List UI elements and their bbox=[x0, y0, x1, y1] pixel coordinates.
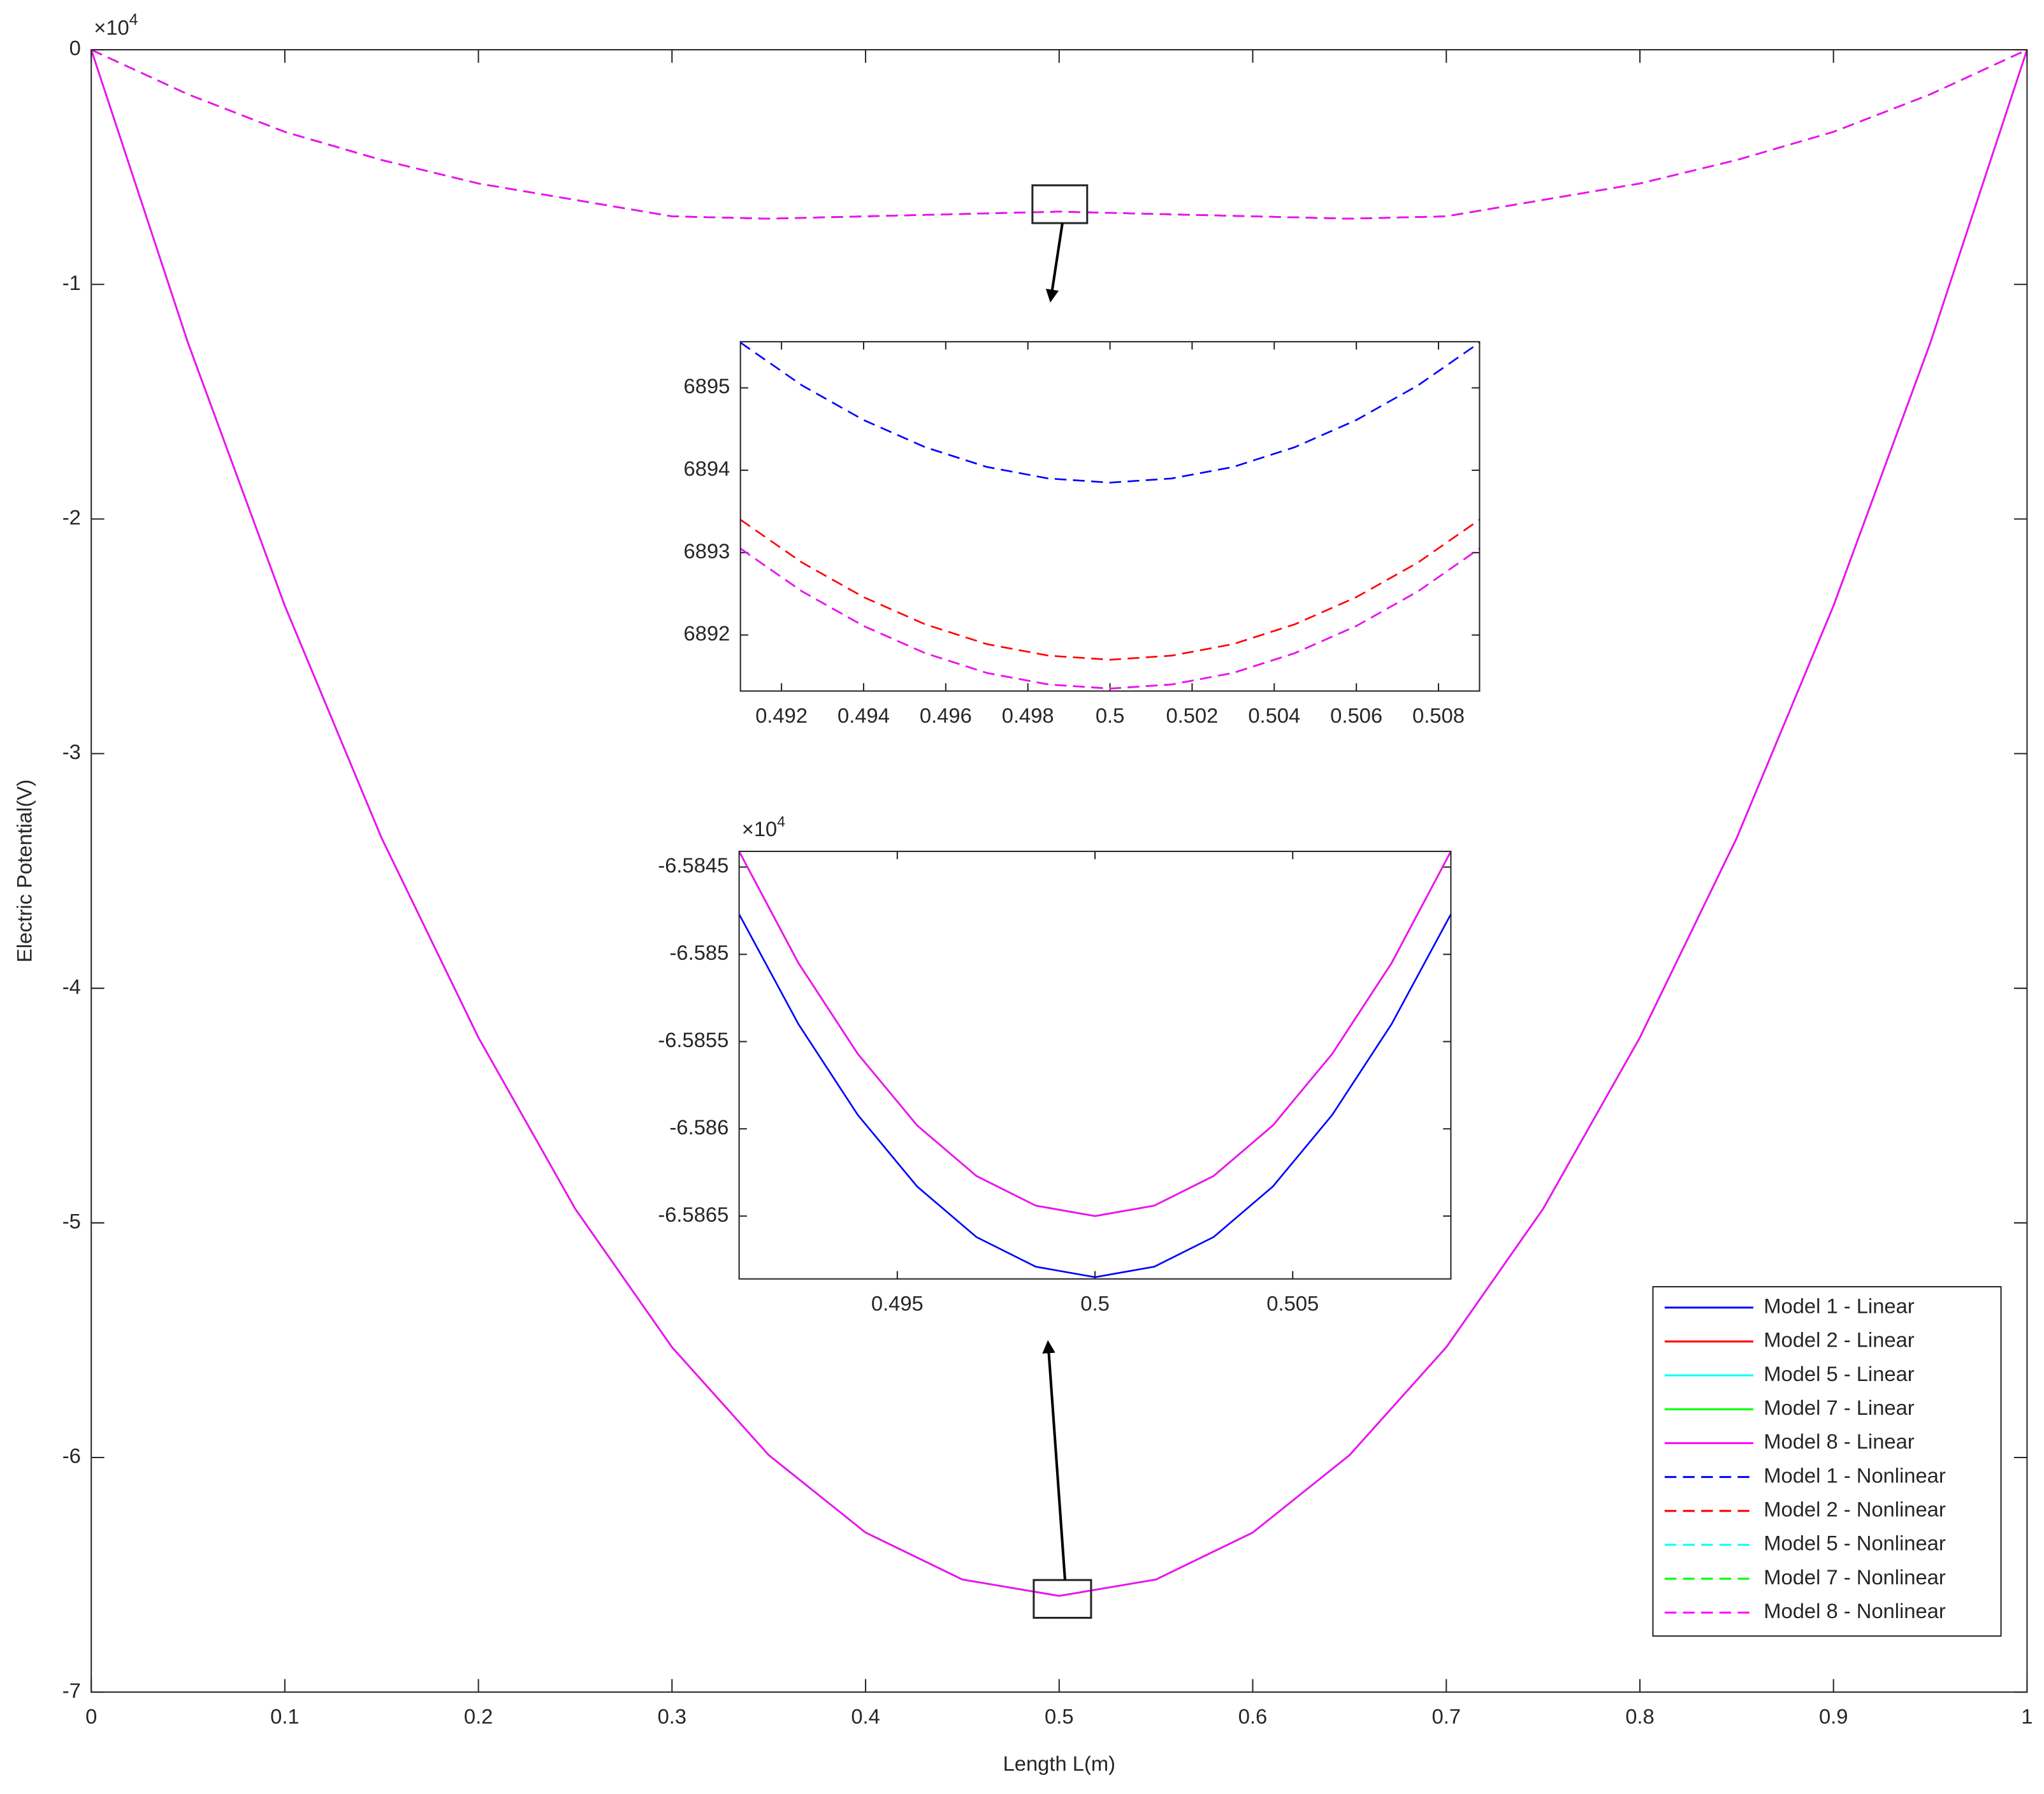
x-tick-label: 0.3 bbox=[658, 1705, 686, 1728]
axes-box bbox=[91, 49, 2028, 1693]
y-exponent-power: 4 bbox=[777, 813, 785, 830]
x-tick-label: 0.8 bbox=[1625, 1705, 1654, 1728]
y-tick-label: -6.5845 bbox=[658, 853, 728, 877]
y-tick-label: -4 bbox=[62, 974, 81, 998]
legend-label: Model 8 - Linear bbox=[1764, 1429, 1915, 1453]
legend-label: Model 5 - Linear bbox=[1764, 1362, 1915, 1385]
zoom-box bbox=[1033, 1579, 1092, 1619]
y-exponent: ×104 bbox=[94, 12, 138, 39]
x-tick-label: 0.494 bbox=[837, 704, 890, 727]
axes-box bbox=[739, 341, 1481, 692]
y-exponent-base: ×10 bbox=[742, 817, 778, 841]
x-tick-label: 0.9 bbox=[1819, 1705, 1848, 1728]
series-line bbox=[91, 50, 2027, 1597]
x-tick-label: 0.508 bbox=[1412, 704, 1465, 727]
series-line bbox=[739, 913, 1451, 1278]
axes: 0.495 0.5 0.505 -6.5845 -6.585 -6.5855 -6.586 -… bbox=[658, 813, 1452, 1315]
x-tick-label: 0.2 bbox=[464, 1705, 493, 1728]
series-line bbox=[740, 519, 1480, 661]
y-tick-label: -1 bbox=[62, 271, 81, 294]
x-tick-label: 1 bbox=[2021, 1705, 2033, 1728]
y-exponent: ×104 bbox=[742, 813, 786, 841]
legend: Model 1 - Linear Model 2 - Linear Model 5 … bbox=[1652, 1286, 2002, 1637]
y-tick-label: -3 bbox=[62, 740, 81, 763]
y-tick-label: 6895 bbox=[684, 374, 730, 398]
y-exponent-base: ×10 bbox=[94, 15, 129, 39]
axes-box bbox=[738, 850, 1452, 1280]
x-tick-label: 0.6 bbox=[1238, 1705, 1267, 1728]
x-tick-label: 0.492 bbox=[755, 704, 808, 727]
x-tick-label: 0.5 bbox=[1080, 1291, 1109, 1315]
y-tick-label: -6.585 bbox=[670, 941, 729, 964]
x-tick-label: 0 bbox=[85, 1705, 97, 1728]
series-line bbox=[740, 342, 1480, 484]
legend-label: Model 2 - Linear bbox=[1764, 1328, 1915, 1352]
y-exponent-power: 4 bbox=[129, 12, 138, 29]
x-tick-label: 0.504 bbox=[1248, 704, 1300, 727]
y-tick-label: 6893 bbox=[684, 539, 730, 563]
legend-label: Model 5 - Nonlinear bbox=[1764, 1531, 1946, 1555]
y-tick-label: 0 bbox=[69, 36, 81, 60]
x-tick-label: 0.506 bbox=[1330, 704, 1382, 727]
x-tick-label: 0.4 bbox=[851, 1705, 880, 1728]
y-tick-label: -6.5865 bbox=[658, 1203, 728, 1226]
legend-label: Model 1 - Linear bbox=[1764, 1294, 1915, 1317]
legend-label: Model 7 - Nonlinear bbox=[1764, 1565, 1946, 1589]
axes: 0.492 0.494 0.496 0.498 0.5 0.502 0.504 0.506 0.… bbox=[684, 341, 1481, 727]
plot-area bbox=[740, 342, 1480, 691]
x-tick-label: 0.505 bbox=[1266, 1291, 1319, 1315]
series-line bbox=[739, 851, 1451, 1217]
plot-area bbox=[739, 851, 1451, 1279]
y-tick-label: -6 bbox=[62, 1444, 81, 1468]
y-tick-label: -7 bbox=[62, 1679, 81, 1702]
series-line bbox=[91, 50, 2027, 220]
y-tick-label: -6.586 bbox=[670, 1115, 729, 1139]
legend-label: Model 2 - Nonlinear bbox=[1764, 1497, 1946, 1521]
x-tick-label: 0.498 bbox=[1002, 704, 1054, 727]
x-tick-label: 0.495 bbox=[871, 1291, 924, 1315]
x-tick-label: 0.496 bbox=[920, 704, 972, 727]
zoom-box bbox=[1031, 184, 1089, 224]
series-line bbox=[740, 547, 1480, 690]
legend-label: Model 1 - Nonlinear bbox=[1764, 1463, 1946, 1487]
x-tick-label: 0.7 bbox=[1432, 1705, 1460, 1728]
y-axis-label: Electric Potential(V) bbox=[13, 779, 36, 962]
x-tick-label: 0.1 bbox=[270, 1705, 299, 1728]
y-tick-label: 6894 bbox=[684, 457, 730, 481]
y-tick-label: 6892 bbox=[684, 621, 730, 645]
y-tick-label: -6.5855 bbox=[658, 1028, 728, 1052]
zoom-arrow bbox=[1045, 222, 1064, 303]
x-tick-label: 0.502 bbox=[1166, 704, 1218, 727]
x-tick-label: 0.5 bbox=[1096, 704, 1124, 727]
plots: 0 0.1 0.2 0.3 0.4 0.5 0.6 0.7 0.8 0.9 1 0 -1 -2 -3 -4 -5… bbox=[13, 12, 2033, 1776]
zoom-indicators bbox=[1031, 184, 1092, 1619]
zoom-arrow bbox=[1042, 1340, 1067, 1581]
y-tick-label: -5 bbox=[62, 1209, 81, 1233]
legend-label: Model 7 - Linear bbox=[1764, 1396, 1915, 1419]
legend-label: Model 8 - Nonlinear bbox=[1764, 1599, 1946, 1623]
x-axis-label: Length L(m) bbox=[1003, 1751, 1115, 1775]
y-tick-label: -2 bbox=[62, 505, 81, 529]
x-tick-label: 0.5 bbox=[1045, 1705, 1073, 1728]
